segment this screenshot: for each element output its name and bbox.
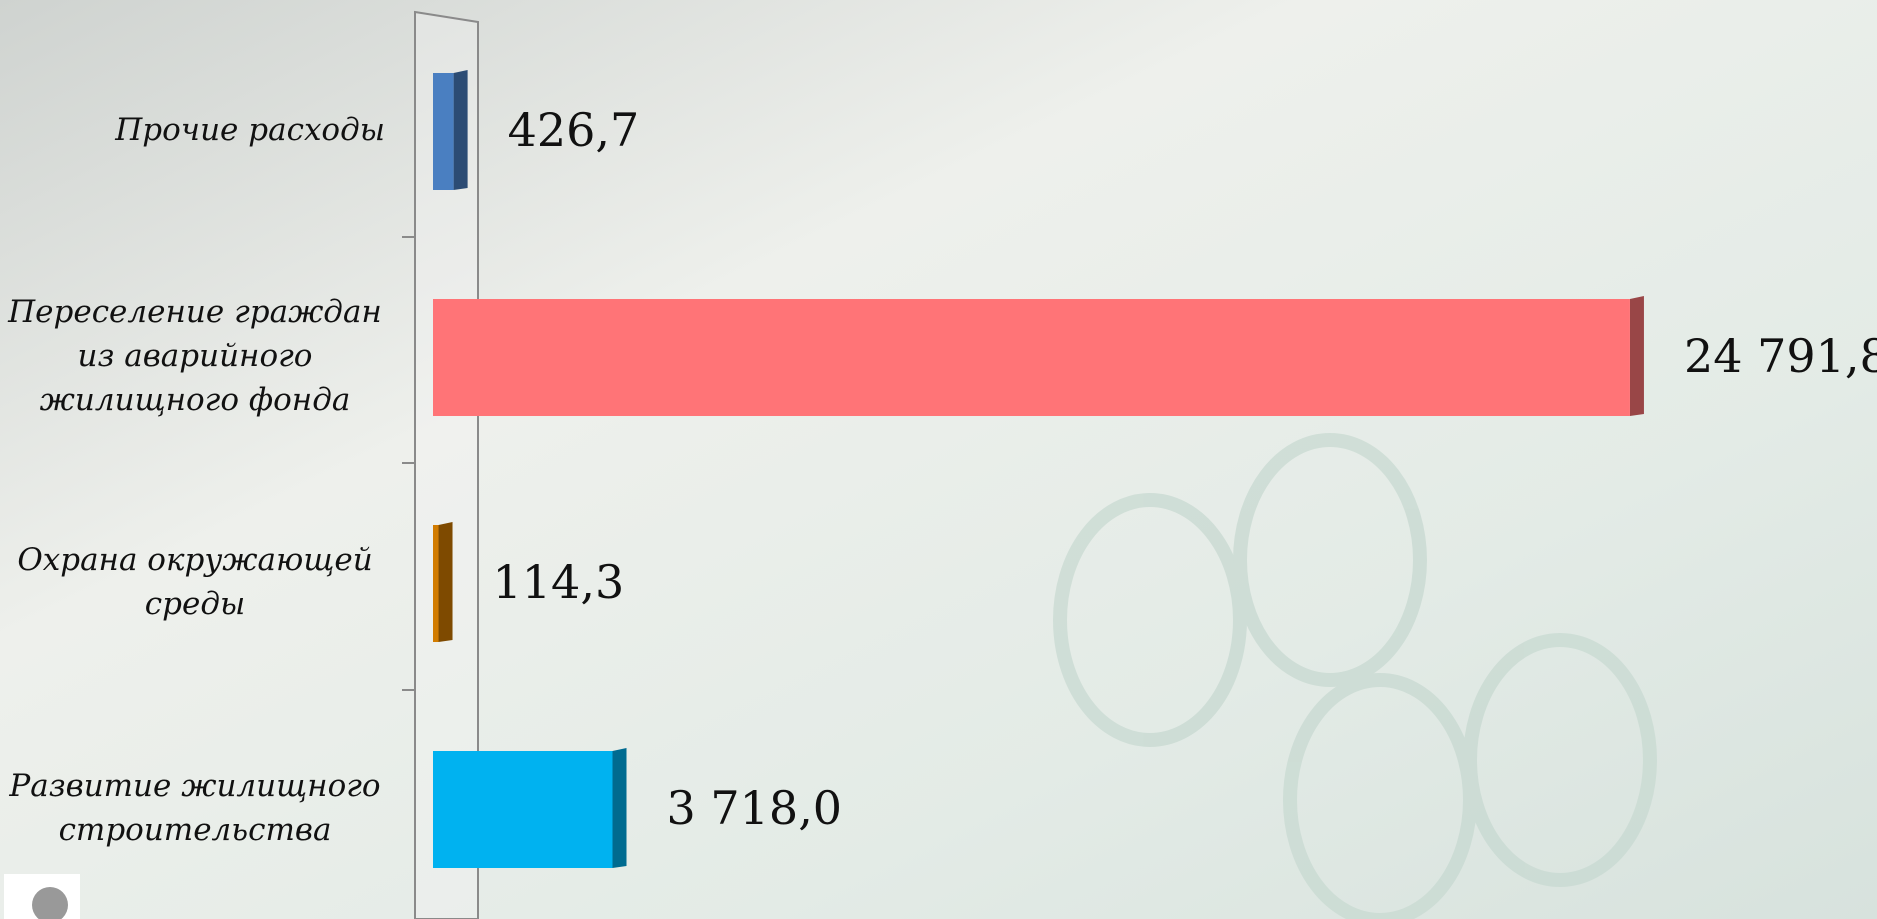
bar-side xyxy=(453,70,468,190)
banknote-decor xyxy=(1053,433,1657,919)
value-label: 24 791,8 xyxy=(1683,329,1877,383)
bar-side xyxy=(612,748,627,868)
bar xyxy=(433,751,613,868)
category-label: Прочие расходы xyxy=(115,112,385,148)
axis-wall xyxy=(414,10,479,919)
category-separators xyxy=(402,236,415,691)
category-label: Переселение граждан из аварийного жилищн… xyxy=(8,294,382,418)
value-label: 3 718,0 xyxy=(666,781,843,835)
bar-side xyxy=(1629,296,1644,416)
icon xyxy=(32,887,68,919)
category-label: Охрана окружающей среды xyxy=(17,542,373,622)
bar xyxy=(433,299,1630,416)
category-label: Развитие жилищного строительства xyxy=(9,768,381,848)
value-label: 426,7 xyxy=(507,103,640,157)
bar xyxy=(433,525,439,642)
bar xyxy=(433,73,454,190)
value-label: 114,3 xyxy=(492,555,625,609)
bar-side xyxy=(438,522,453,642)
